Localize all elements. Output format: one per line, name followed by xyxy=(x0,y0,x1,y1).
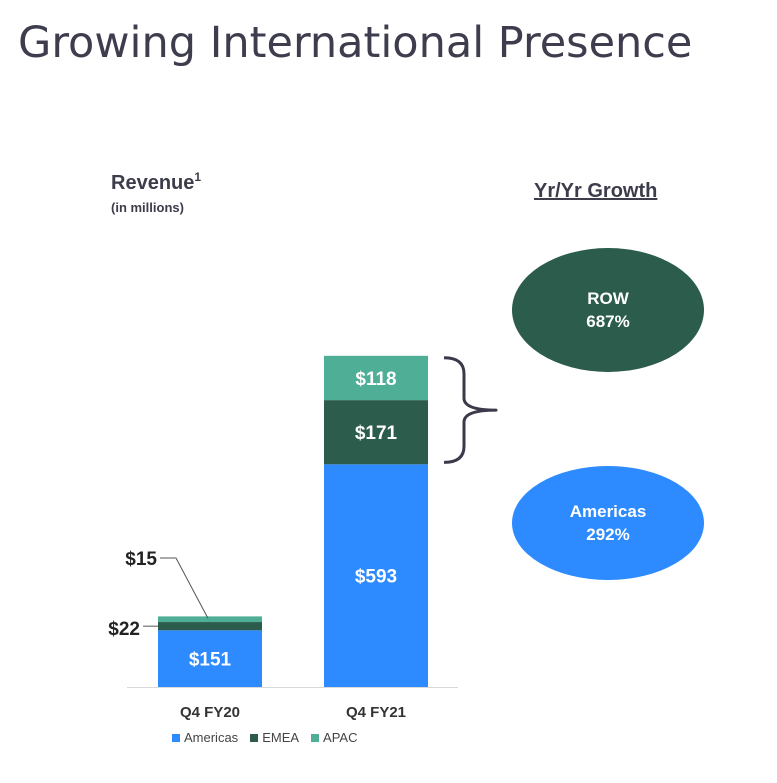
bar-apac-1 xyxy=(324,355,428,401)
data-label-americas-0: $151 xyxy=(189,650,232,671)
data-label-americas-1: $593 xyxy=(355,567,397,588)
data-label-apac-0: $15 xyxy=(125,549,157,570)
row-bracket xyxy=(443,356,498,464)
bar-americas-0 xyxy=(158,630,262,687)
data-label-emea-0: $22 xyxy=(108,619,140,640)
row-growth-ellipse: ROW 687% xyxy=(512,248,704,372)
legend-swatch-apac xyxy=(311,733,320,742)
legend-item-emea: EMEA xyxy=(250,730,299,745)
americas-growth-label: Americas xyxy=(569,502,647,521)
americas-growth-ellipse: Americas 292% xyxy=(512,466,704,580)
legend-swatch-americas xyxy=(172,733,180,742)
revenue-footnote: 1 xyxy=(194,170,202,184)
legend-swatch-emea xyxy=(250,733,259,742)
legend-label-emea: EMEA xyxy=(262,730,300,745)
bar-emea-1 xyxy=(324,400,428,465)
legend-label-apac: APAC xyxy=(323,730,358,745)
row-growth-label: ROW xyxy=(587,289,629,308)
legend-item-apac: APAC xyxy=(311,730,357,745)
growth-heading: Yr/Yr Growth xyxy=(534,180,658,202)
americas-growth-value: 292% xyxy=(586,525,630,544)
chart-legend: Americas EMEA APAC xyxy=(172,730,357,745)
bar-emea-0 xyxy=(158,622,262,631)
x-tick-label: Q4 FY21 xyxy=(346,704,406,721)
leader-line-apac xyxy=(160,557,209,619)
revenue-label-text: Revenue xyxy=(111,172,195,194)
legend-item-americas: Americas xyxy=(172,730,238,745)
x-tick-label: Q4 FY20 xyxy=(180,704,240,721)
bar-apac-0 xyxy=(158,616,262,623)
legend-label-americas: Americas xyxy=(184,730,239,745)
data-label-apac-1: $118 xyxy=(355,369,396,390)
bar-americas-1 xyxy=(324,464,428,687)
data-label-emea-1: $171 xyxy=(355,423,398,444)
revenue-label: Revenue1 xyxy=(111,170,202,195)
revenue-sub-label: (in millions) xyxy=(111,200,184,215)
row-growth-value: 687% xyxy=(586,312,630,331)
page-title: Growing International Presence xyxy=(18,18,693,68)
